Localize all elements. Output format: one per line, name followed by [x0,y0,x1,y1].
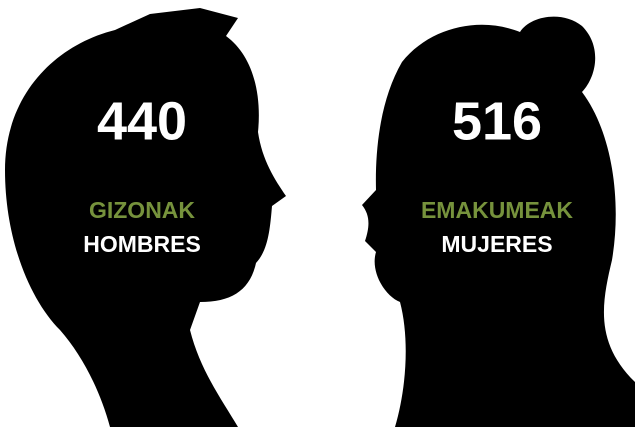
woman-silhouette [362,16,635,427]
label-basque: GIZONAK [89,197,195,223]
label-basque: EMAKUMEAK [421,197,573,223]
label-spanish: HOMBRES [83,231,201,257]
label-spanish: MUJERES [441,231,552,257]
man-silhouette [5,8,286,427]
count: 440 [97,91,187,151]
count: 516 [452,91,542,151]
